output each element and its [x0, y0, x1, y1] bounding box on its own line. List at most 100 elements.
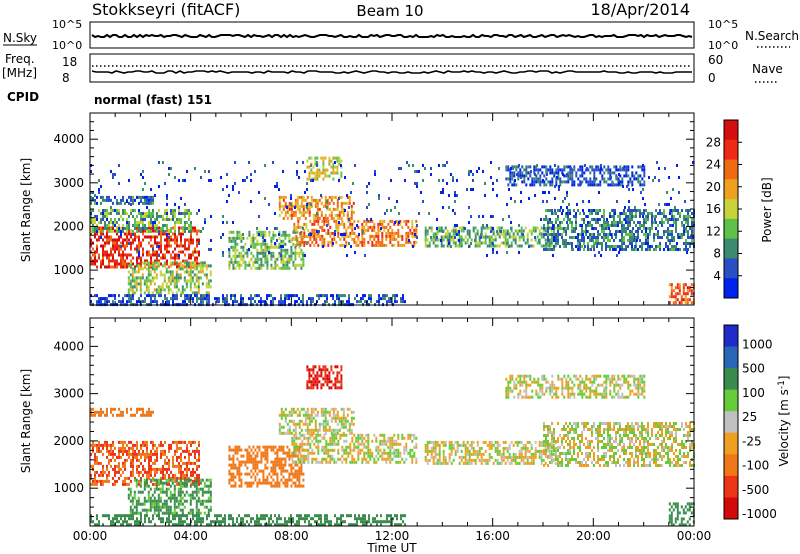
velocity-cell	[188, 461, 190, 465]
power-cell	[498, 232, 501, 236]
power-cell	[226, 297, 228, 301]
power-cell	[591, 183, 594, 187]
power-cell	[490, 176, 492, 179]
power-cell	[492, 215, 494, 218]
power-cell	[256, 257, 259, 261]
power-cell	[278, 213, 281, 217]
velocity-cell	[280, 460, 283, 464]
power-cell	[665, 245, 667, 248]
power-cell	[324, 198, 327, 202]
power-cell	[138, 256, 140, 260]
power-cell	[611, 221, 613, 224]
power-cell	[536, 226, 539, 230]
power-cell	[166, 197, 168, 200]
power-cell	[234, 239, 237, 243]
power-cell	[669, 233, 671, 236]
power-cell	[163, 273, 166, 277]
power-cell	[344, 245, 346, 248]
velocity-cell	[150, 464, 152, 468]
power-cell	[166, 262, 168, 266]
power-cell	[124, 209, 126, 212]
power-cell	[561, 212, 563, 215]
power-cell	[278, 254, 281, 258]
power-cell	[280, 245, 282, 248]
power-cell	[670, 224, 672, 227]
power-cell	[365, 228, 368, 232]
power-cell	[250, 239, 253, 243]
velocity-cell	[192, 440, 194, 444]
power-cell	[274, 233, 277, 237]
power-cell	[312, 179, 314, 182]
power-cell	[647, 212, 649, 215]
power-cell	[96, 238, 98, 242]
power-cell	[628, 206, 630, 209]
power-cell	[691, 239, 693, 242]
power-cell	[118, 253, 120, 257]
velocity-cell	[166, 467, 168, 471]
power-cell	[599, 183, 602, 187]
velocity-cell	[209, 505, 212, 509]
power-cell	[575, 215, 577, 218]
power-cell	[405, 240, 408, 244]
power-cell	[601, 168, 604, 172]
velocity-cell	[190, 461, 192, 465]
velocity-cell	[278, 448, 281, 452]
power-cell	[282, 254, 285, 258]
power-cell	[401, 243, 404, 247]
power-cell	[653, 236, 655, 239]
power-cell	[252, 263, 255, 267]
velocity-cell	[167, 496, 170, 500]
power-cell	[545, 209, 547, 212]
power-cell	[396, 200, 398, 203]
power-cell	[411, 222, 414, 226]
power-cell	[595, 212, 597, 215]
power-cell	[198, 253, 200, 257]
power-cell	[571, 174, 574, 178]
power-cell	[557, 209, 559, 212]
power-cell	[672, 289, 675, 293]
velocity-cell	[153, 511, 156, 515]
power-cell	[484, 241, 487, 245]
power-cell	[106, 218, 108, 221]
power-cell	[120, 265, 122, 269]
velocity-cell	[149, 502, 152, 506]
power-cell	[256, 248, 259, 252]
power-cell	[549, 171, 552, 175]
velocity-cell	[114, 452, 116, 456]
velocity-cell	[142, 467, 144, 471]
power-cell	[284, 251, 287, 255]
power-cell	[135, 264, 138, 268]
power-cell	[533, 177, 536, 181]
power-cell	[256, 251, 259, 255]
power-cell	[262, 248, 265, 252]
power-cell	[480, 233, 482, 236]
velocity-cell	[248, 445, 251, 449]
power-cell	[330, 165, 333, 169]
power-cell	[139, 291, 142, 295]
power-cell	[158, 259, 160, 263]
power-cell	[299, 243, 302, 247]
power-cell	[430, 173, 432, 176]
power-cell	[186, 247, 188, 251]
power-cell	[454, 244, 457, 248]
power-cell	[530, 232, 533, 236]
power-cell	[614, 248, 616, 251]
power-cell	[301, 237, 304, 241]
power-cell	[141, 267, 144, 271]
velocity-cell	[160, 455, 162, 459]
power-cell	[351, 231, 354, 235]
power-cell	[174, 227, 176, 230]
velocity-cell	[270, 448, 273, 452]
velocity-cell	[136, 467, 138, 471]
power-cell	[208, 300, 210, 304]
power-cell	[300, 201, 303, 205]
power-cell	[411, 219, 414, 223]
power-cell	[318, 216, 321, 220]
power-cell	[286, 207, 289, 211]
power-cell	[663, 215, 665, 218]
velocity-cell	[238, 463, 241, 467]
velocity-cell	[234, 448, 237, 452]
power-cell	[316, 204, 319, 208]
velocity-cell	[172, 461, 174, 465]
velocity-cell	[122, 446, 124, 450]
